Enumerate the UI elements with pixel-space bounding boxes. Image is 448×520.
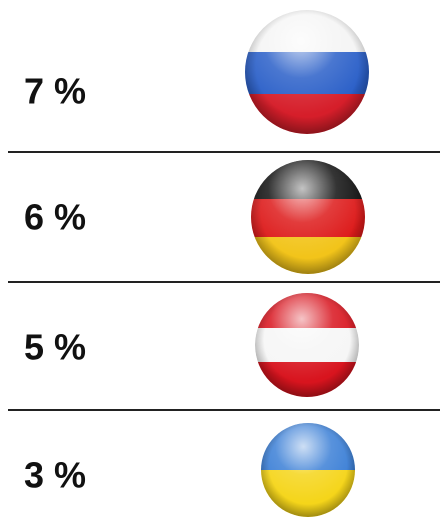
percent-label: 5 % <box>24 327 86 368</box>
percent-label: 6 % <box>24 197 86 238</box>
flag-austria <box>255 293 359 397</box>
percent-label: 7 % <box>24 71 86 112</box>
flag-russia <box>245 10 369 134</box>
flag-germany <box>251 160 365 274</box>
percent-label: 3 % <box>24 455 86 496</box>
flag-ukraine <box>261 423 355 517</box>
